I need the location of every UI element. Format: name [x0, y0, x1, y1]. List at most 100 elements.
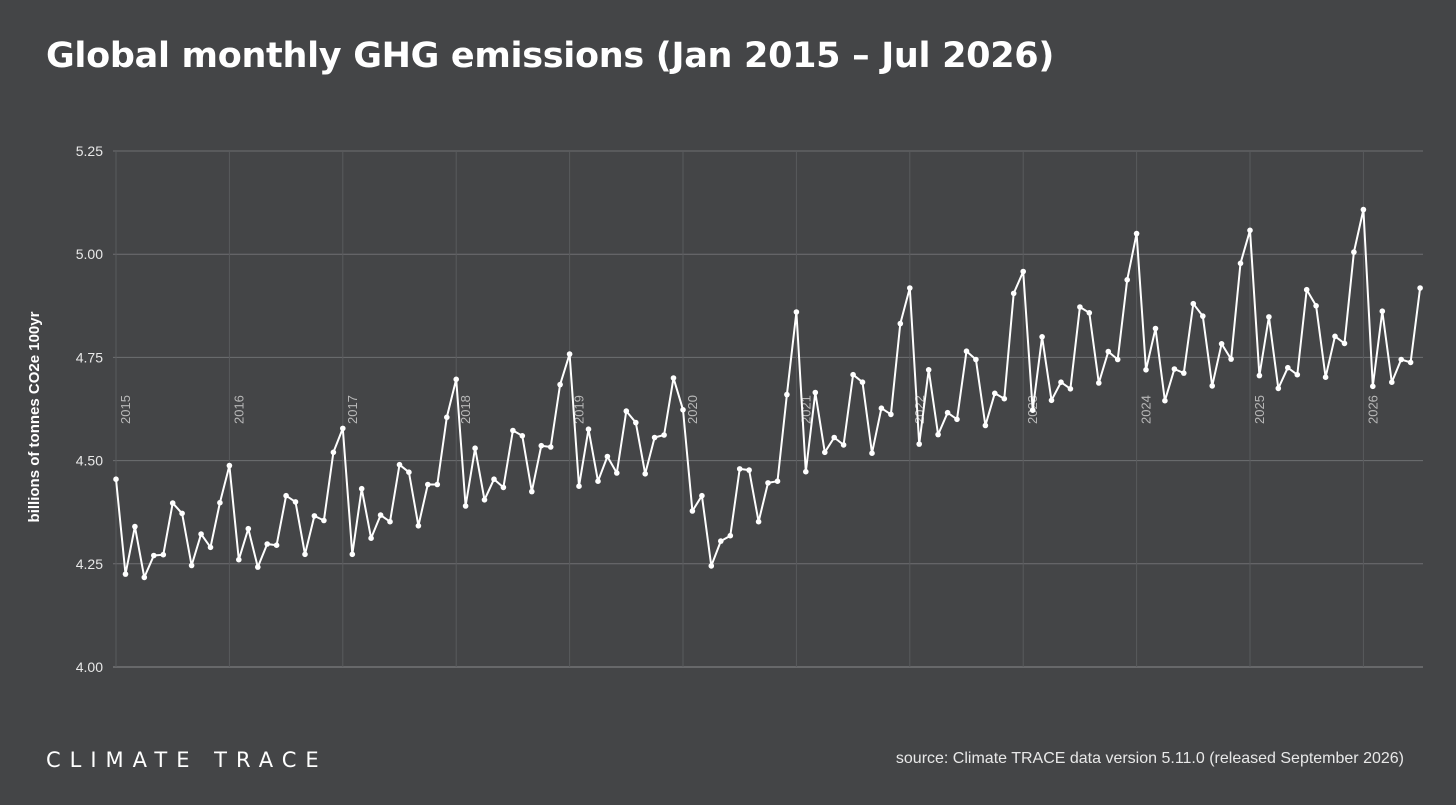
data-point: [954, 416, 960, 423]
data-point: [822, 449, 828, 456]
data-point: [614, 470, 620, 476]
data-point: [1303, 286, 1310, 293]
data-point: [264, 541, 271, 547]
y-tick-label: 4.50: [76, 453, 103, 469]
data-point: [1360, 206, 1367, 213]
data-point: [160, 551, 167, 558]
data-point: [642, 471, 648, 477]
data-point: [321, 517, 327, 524]
data-point: [1114, 356, 1121, 363]
data-point: [623, 408, 630, 414]
data-point: [1285, 364, 1291, 371]
data-point: [907, 285, 913, 291]
data-point: [1001, 395, 1008, 402]
data-point: [859, 379, 866, 386]
data-point: [765, 480, 771, 486]
data-point: [1398, 356, 1404, 363]
data-point: [1351, 249, 1357, 255]
data-point: [1190, 300, 1197, 307]
data-point: [444, 414, 450, 421]
data-point: [1133, 230, 1140, 237]
data-point: [746, 467, 752, 473]
data-point: [1247, 227, 1253, 234]
data-point: [1322, 374, 1329, 381]
data-point: [1067, 386, 1074, 392]
y-tick-label: 4.00: [76, 659, 103, 675]
data-point: [888, 411, 894, 418]
data-point: [1417, 285, 1423, 291]
data-points: [113, 206, 1423, 581]
data-point: [368, 535, 374, 541]
data-point: [179, 510, 185, 517]
data-point: [122, 571, 129, 577]
data-point: [415, 523, 422, 529]
data-point: [633, 419, 639, 426]
data-point: [793, 309, 800, 315]
data-point: [330, 449, 337, 456]
year-label: 2018: [458, 395, 473, 424]
data-point: [708, 563, 715, 569]
data-point: [1379, 308, 1386, 315]
data-point: [481, 497, 488, 503]
data-point: [529, 488, 535, 495]
data-point: [1143, 367, 1149, 373]
data-point: [132, 523, 138, 530]
data-point: [283, 492, 289, 499]
data-point: [462, 503, 469, 509]
data-point: [651, 434, 658, 441]
data-point: [207, 544, 214, 551]
data-point: [1341, 340, 1348, 347]
data-point: [1096, 380, 1102, 386]
data-point: [1200, 313, 1206, 319]
data-point: [1266, 314, 1272, 320]
data-point: [595, 478, 601, 485]
series-line-layer: [115, 208, 1422, 579]
data-point: [1010, 290, 1017, 297]
y-tick-labels: 4.00 4.25 4.50 4.75 5.00 5.25: [76, 143, 103, 675]
data-point: [1228, 356, 1234, 362]
data-point: [661, 432, 667, 438]
data-point: [727, 532, 734, 539]
data-point: [973, 356, 979, 363]
y-tick-label: 5.00: [76, 246, 103, 262]
data-point: [831, 434, 837, 441]
data-point: [1077, 304, 1083, 310]
data-point: [151, 552, 157, 559]
climate-trace-logo: CLIMATE TRACE: [46, 748, 328, 772]
data-point: [925, 367, 932, 373]
data-point: [1275, 385, 1282, 392]
year-label: 2019: [572, 395, 587, 424]
data-point: [1048, 397, 1055, 404]
data-point: [1370, 383, 1376, 390]
data-point: [699, 492, 705, 499]
year-label: 2016: [231, 395, 246, 424]
data-point: [113, 476, 119, 483]
data-point: [1105, 348, 1112, 355]
year-labels: 2015201620172018201920202021202220232024…: [118, 395, 1380, 424]
data-point: [963, 348, 970, 355]
year-label: 2026: [1365, 395, 1380, 424]
data-point: [169, 500, 176, 506]
source-note: source: Climate TRACE data version 5.11.…: [895, 750, 1404, 767]
data-point: [869, 450, 875, 457]
data-point: [585, 426, 592, 433]
year-label: 2024: [1139, 395, 1154, 424]
data-point: [387, 518, 393, 525]
data-point: [188, 562, 195, 569]
data-point: [302, 551, 308, 558]
data-point: [491, 476, 497, 483]
data-point: [538, 442, 545, 449]
data-point: [992, 390, 998, 397]
data-point: [1058, 379, 1064, 386]
data-point: [1313, 303, 1319, 309]
data-point: [916, 441, 922, 447]
data-point: [850, 371, 856, 378]
data-point: [670, 375, 677, 381]
data-point: [1171, 366, 1178, 372]
year-label: 2015: [118, 395, 133, 424]
data-point: [680, 407, 686, 413]
data-point: [812, 389, 819, 396]
data-point: [311, 513, 318, 519]
data-point: [434, 481, 441, 488]
data-point: [689, 508, 696, 514]
